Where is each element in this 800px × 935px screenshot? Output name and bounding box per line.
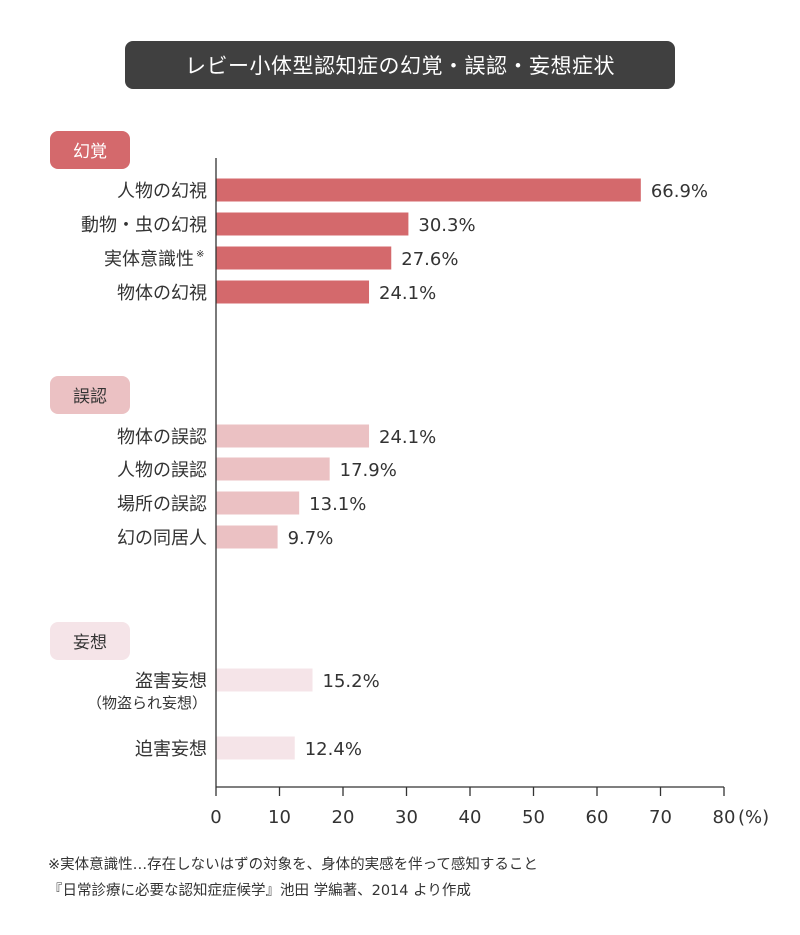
category-label: 盗害妄想 [135,671,207,692]
group-label-0: 幻覚 [73,142,107,162]
group-label-1: 誤認 [73,387,107,407]
bar [216,457,330,481]
x-tick-label: 30 [395,807,418,828]
bar [216,424,370,448]
x-tick-label: 10 [268,807,291,828]
data-label: 30.3% [418,215,475,236]
chart-title: レビー小体型認知症の幻覚・誤認・妄想症状 [125,41,675,89]
x-tick-label: 80 [713,807,736,828]
category-label: 動物・虫の幻視 [81,215,207,236]
data-label: 66.9% [651,181,708,202]
data-label: 13.1% [309,494,366,515]
data-label: 24.1% [379,283,436,304]
group-badge-1 [50,376,130,414]
category-label: 幻の同居人 [117,528,207,549]
group-badge-0 [50,131,130,169]
category-label: 物体の誤認 [117,427,207,448]
bar [216,246,392,270]
data-label: 17.9% [340,460,397,481]
x-tick-label: 60 [586,807,609,828]
category-sublabel: （物盗られ妄想） [87,694,207,712]
category-label: 迫害妄想 [135,739,207,760]
x-tick-label: 50 [522,807,545,828]
bar [216,178,641,202]
x-tick-label: 70 [649,807,672,828]
footnote-marker: ※ [196,249,204,260]
footnote-source: 『日常診療に必要な認知症症候学』池田 学編著、2014 より作成 [48,883,471,899]
x-axis-unit: (%) [738,807,769,828]
data-label: 12.4% [305,739,362,760]
x-tick-label: 0 [210,807,221,828]
category-label: 実体意識性 [104,249,194,270]
x-tick-label: 40 [459,807,482,828]
data-label: 24.1% [379,427,436,448]
category-label: 物体の幻視 [117,283,207,304]
bar [216,280,370,304]
data-label: 27.6% [401,249,458,270]
bar [216,736,295,760]
bar [216,212,409,236]
category-label: 場所の誤認 [117,494,207,515]
bar [216,525,278,549]
category-label: 人物の誤認 [117,460,207,481]
x-tick-label: 20 [332,807,355,828]
data-label: 15.2% [323,671,380,692]
group-badge-2 [50,622,130,660]
bar [216,668,313,692]
bar [216,491,300,515]
data-label: 9.7% [288,528,334,549]
category-label: 人物の幻視 [117,181,207,202]
group-label-2: 妄想 [73,633,107,653]
footnote-definition: ※実体意識性…存在しないはずの対象を、身体的実感を伴って感知すること [48,857,538,873]
